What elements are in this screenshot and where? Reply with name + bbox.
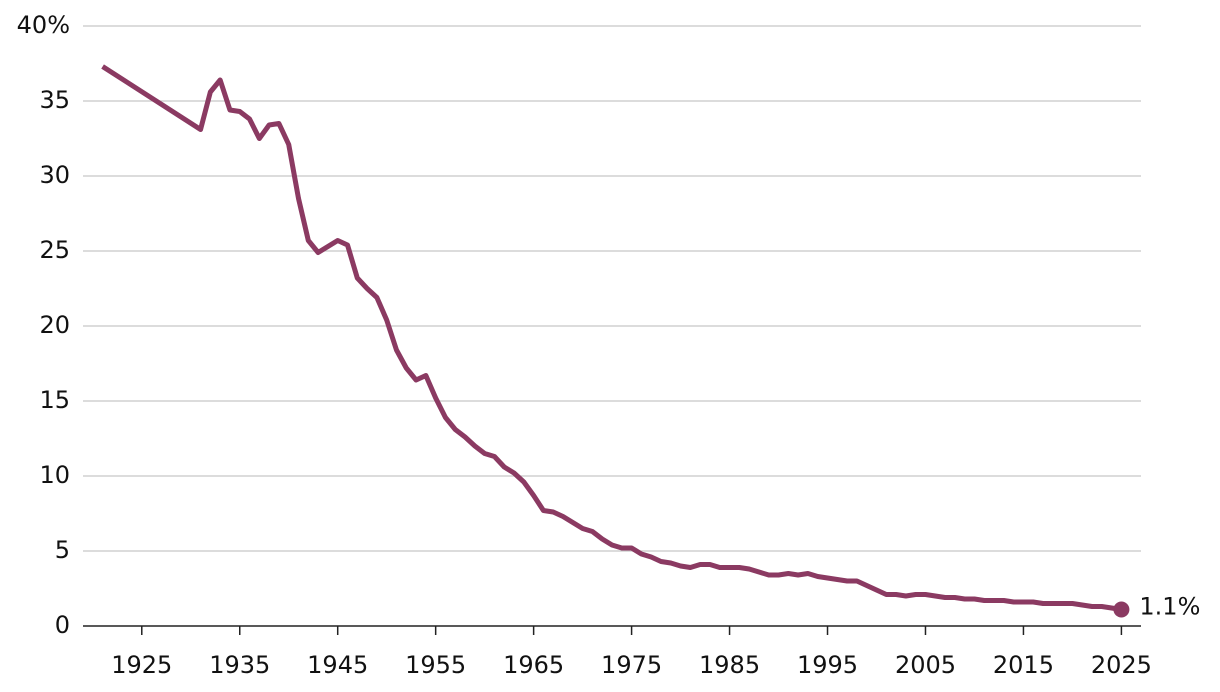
x-tick-label: 1945 [307,651,368,679]
data-label: 1.1% [1139,593,1200,621]
x-tick-label: 1955 [405,651,466,679]
x-tick-label: 1995 [797,651,858,679]
x-tick-label: 1935 [209,651,270,679]
x-tick-label: 1975 [601,651,662,679]
y-tick-label: 15 [39,386,70,414]
end-point [1113,601,1130,618]
y-tick-label: 30 [39,161,70,189]
y-tick-label: 25 [39,236,70,264]
x-tick-label: 2025 [1091,651,1152,679]
data-line [101,64,1122,612]
y-tick-label: 5 [55,536,70,564]
x-tick-label: 2005 [895,651,956,679]
y-tick-label: 20 [39,311,70,339]
y-tick-label: 35 [39,86,70,114]
y-tick-label: 10 [39,461,70,489]
x-tick-label: 1965 [503,651,564,679]
x-tick-label: 1925 [111,651,172,679]
x-tick-label: 1985 [699,651,760,679]
x-tick-label: 2015 [993,651,1054,679]
y-tick-label: 0 [55,611,70,639]
y-tick-label: 40% [17,11,70,39]
